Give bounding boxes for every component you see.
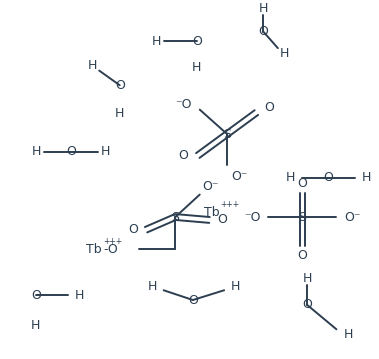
- Text: O⁻: O⁻: [203, 180, 219, 193]
- Text: H: H: [258, 1, 268, 15]
- Text: H: H: [280, 47, 290, 60]
- Text: S: S: [171, 210, 179, 224]
- Text: +++: +++: [220, 200, 240, 209]
- Text: H: H: [115, 107, 124, 120]
- Text: +++: +++: [103, 237, 122, 246]
- Text: O: O: [302, 298, 312, 311]
- Text: H: H: [75, 289, 84, 302]
- Text: O: O: [264, 101, 274, 114]
- Text: O: O: [115, 79, 125, 92]
- Text: O: O: [324, 172, 334, 185]
- Text: O: O: [192, 35, 202, 48]
- Text: H: H: [343, 328, 352, 341]
- Text: H: H: [362, 172, 371, 185]
- Text: ⁻O: ⁻O: [244, 210, 260, 224]
- Text: S: S: [223, 127, 231, 140]
- Text: O: O: [66, 145, 76, 158]
- Text: O: O: [188, 294, 198, 307]
- Text: O: O: [297, 177, 307, 190]
- Text: -O: -O: [103, 243, 118, 256]
- Text: H: H: [100, 145, 110, 158]
- Text: H: H: [152, 35, 161, 48]
- Text: O: O: [178, 149, 188, 162]
- Text: H: H: [302, 272, 312, 285]
- Text: Tb: Tb: [204, 206, 219, 219]
- Text: H: H: [31, 319, 41, 332]
- Text: H: H: [192, 61, 202, 74]
- Text: O: O: [258, 25, 268, 38]
- Text: ⁻O: ⁻O: [175, 98, 192, 111]
- Text: H: H: [286, 172, 295, 185]
- Text: O⁻: O⁻: [231, 171, 247, 183]
- Text: O: O: [297, 248, 307, 262]
- Text: H: H: [32, 145, 41, 158]
- Text: S: S: [298, 210, 306, 224]
- Text: O: O: [31, 289, 41, 302]
- Text: Tb: Tb: [86, 243, 102, 256]
- Text: H: H: [147, 280, 157, 293]
- Text: O: O: [128, 223, 138, 236]
- Text: H: H: [231, 280, 240, 293]
- Text: H: H: [88, 59, 97, 72]
- Text: O⁻: O⁻: [344, 210, 361, 224]
- Text: O: O: [217, 214, 227, 227]
